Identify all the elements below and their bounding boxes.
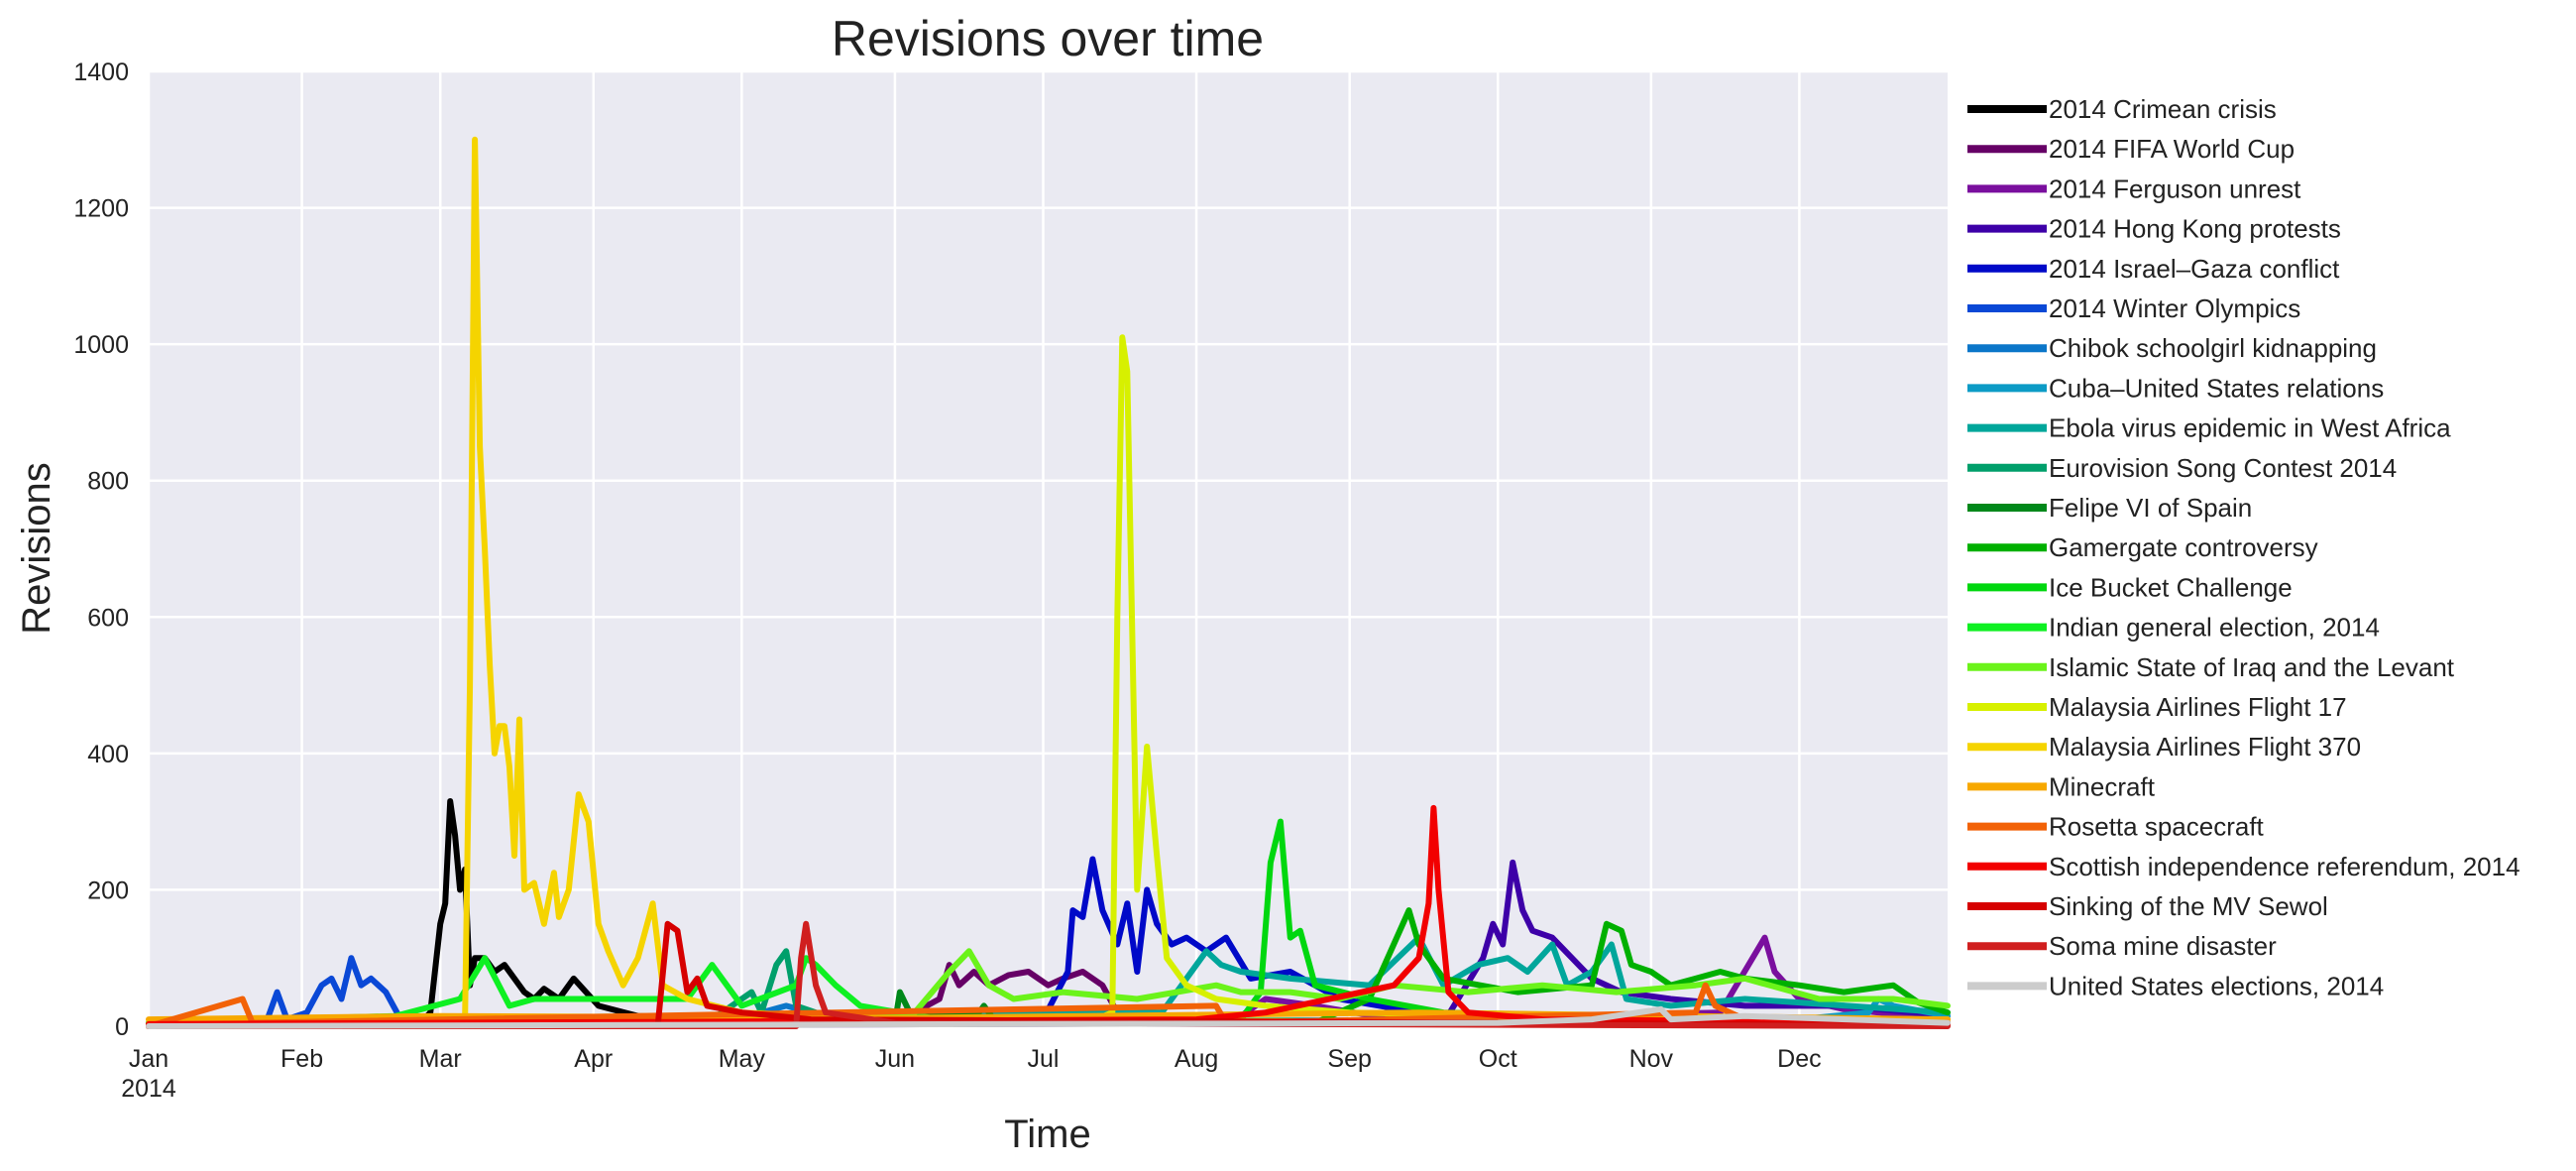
- x-tick-label: Oct: [1479, 1045, 1517, 1073]
- x-tick-label: Feb: [280, 1045, 323, 1073]
- series-line: [146, 934, 1951, 1029]
- series-line: [146, 804, 1951, 1027]
- x-tick-label: Nov: [1629, 1045, 1674, 1073]
- legend-entry: 2014 Crimean crisis: [2049, 94, 2277, 124]
- x-tick-label: Sep: [1327, 1045, 1371, 1073]
- series-line: [146, 982, 1951, 1029]
- plot-area: [149, 71, 1948, 1026]
- legend-entry: Malaysia Airlines Flight 17: [2049, 692, 2347, 722]
- x-tick-label: Apr: [574, 1045, 613, 1073]
- x-tick-label: Jul: [1028, 1045, 1060, 1073]
- legend-entry: United States elections, 2014: [2049, 971, 2384, 1000]
- x-tick-label: Mar: [419, 1045, 462, 1073]
- legend-entry: Gamergate controversy: [2049, 532, 2318, 562]
- series-line: [146, 136, 1951, 1029]
- y-axis-ticks: 0 200 400 600 800 1000 1200 1400: [73, 59, 129, 1041]
- series-lines: [146, 136, 1951, 1029]
- legend-entry: 2014 Israel–Gaza conflict: [2049, 254, 2340, 284]
- x-tick-label: Dec: [1777, 1045, 1821, 1073]
- y-tick-label: 0: [115, 1013, 129, 1041]
- series-line: [146, 955, 1951, 1027]
- series-line: [146, 334, 1951, 1029]
- series-line: [146, 920, 1951, 1029]
- chart-title: Revisions over time: [832, 11, 1264, 66]
- x-tick-label: Jan: [129, 1045, 168, 1073]
- legend-entry: Scottish independence referendum, 2014: [2049, 852, 2520, 881]
- legend: 2014 Crimean crisis 2014 FIFA World Cup 20…: [1967, 94, 2520, 1000]
- series-line: [146, 920, 1951, 1029]
- legend-entry: Minecraft: [2049, 771, 2156, 801]
- x-tick-label: Aug: [1175, 1045, 1218, 1073]
- legend-entry: Felipe VI of Spain: [2049, 493, 2252, 523]
- y-tick-label: 1000: [73, 331, 129, 359]
- grid-lines: [147, 69, 1948, 1028]
- legend-entry: 2014 Hong Kong protests: [2049, 214, 2341, 244]
- legend-entry: 2014 Ferguson unrest: [2049, 174, 2301, 203]
- y-tick-label: 600: [87, 604, 129, 632]
- legend-entry: 2014 FIFA World Cup: [2049, 134, 2295, 164]
- y-axis-label: Revisions: [15, 462, 58, 634]
- x-tick-label: May: [719, 1045, 766, 1073]
- legend-entry: Rosetta spacecraft: [2049, 812, 2265, 842]
- series-line: [146, 1005, 1951, 1029]
- x-axis-label: Time: [1004, 1112, 1090, 1156]
- y-tick-label: 1400: [73, 59, 129, 86]
- legend-entry: Soma mine disaster: [2049, 931, 2277, 961]
- x-tick-label: Jun: [875, 1045, 915, 1073]
- legend-entry: Eurovision Song Contest 2014: [2049, 453, 2397, 483]
- legend-entry: Malaysia Airlines Flight 370: [2049, 732, 2361, 761]
- legend-entry: 2014 Winter Olympics: [2049, 293, 2300, 323]
- legend-entry: Cuba–United States relations: [2049, 373, 2384, 403]
- series-line: [146, 948, 1951, 1026]
- series-line: [146, 907, 1951, 1029]
- legend-entry: Chibok schoolgirl kidnapping: [2049, 333, 2377, 363]
- y-tick-label: 200: [87, 877, 129, 904]
- series-line: [146, 955, 1951, 1028]
- legend-entry: Ice Bucket Challenge: [2049, 572, 2293, 602]
- y-tick-label: 400: [87, 741, 129, 768]
- legend-entry: Islamic State of Iraq and the Levant: [2049, 652, 2455, 682]
- legend-entry: Indian general election, 2014: [2049, 613, 2380, 643]
- legend-entry: Sinking of the MV Sewol: [2049, 891, 2328, 921]
- legend-entry: Ebola virus epidemic in West Africa: [2049, 413, 2451, 443]
- y-tick-label: 1200: [73, 195, 129, 223]
- y-tick-label: 800: [87, 468, 129, 496]
- x-tick-sublabel: 2014: [121, 1075, 176, 1103]
